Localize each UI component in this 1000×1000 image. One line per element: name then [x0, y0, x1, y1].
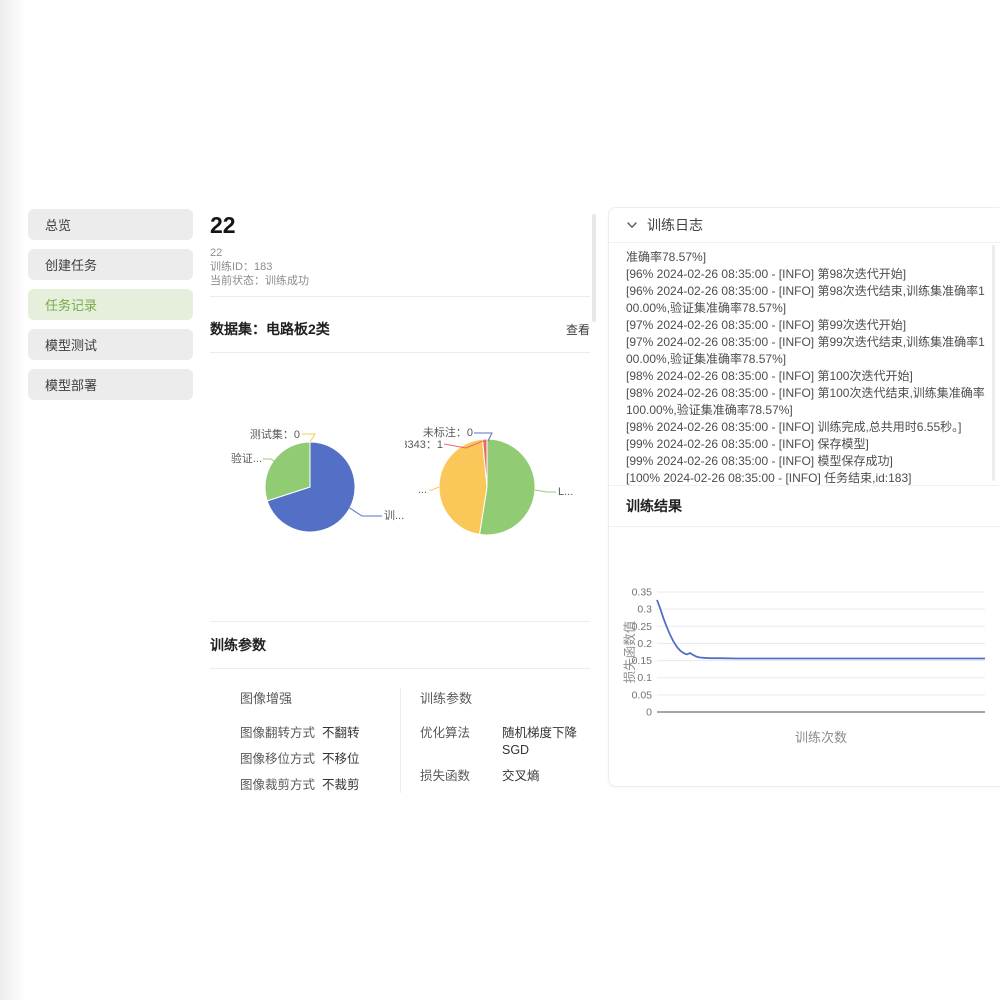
param-group-title-0: 图像增强: [240, 691, 293, 706]
task-title: 22: [210, 212, 236, 238]
pie-slice-...: [438, 438, 488, 535]
sidebar-item-2[interactable]: 任务记录: [28, 289, 193, 320]
log-line-3: [97% 2024-02-26 08:35:00 - [INFO] 第99次迭代…: [626, 318, 907, 332]
pie-label-line: [534, 489, 556, 493]
log-line-10: [100% 2024-02-26 08:35:00 - [INFO] 任务结束,…: [626, 471, 912, 485]
view-dataset-link[interactable]: 查看: [565, 322, 590, 337]
pie-label: 未标注：0: [423, 425, 473, 439]
dataset-section-header: 数据集：电路板2类 查看: [210, 306, 590, 353]
task-meta-line-2: 当前状态：训练成功: [210, 275, 309, 287]
pie-slice-训练集: [266, 441, 356, 533]
training-results-title: 训练结果: [626, 498, 682, 514]
params-column-divider: [400, 688, 401, 793]
sidebar: 总览创建任务任务记录模型测试模型部署: [28, 209, 193, 409]
y-tick-label: 0.15: [632, 655, 653, 667]
log-line-0: 准确率78.57%]: [626, 250, 707, 264]
pie-label-line: [344, 504, 382, 517]
params-section-header: 训练参数: [210, 621, 590, 669]
pie-label: 测试集：0: [250, 427, 300, 441]
param-label: 图像裁剪方式: [240, 778, 316, 792]
pie-label: 3343：1: [405, 439, 443, 451]
param-row: 图像翻转方式 不翻转: [240, 725, 390, 742]
pie-label: 验证...: [231, 451, 262, 465]
pie-slice-3343: [481, 438, 488, 488]
x-axis-title: 训练次数: [795, 730, 847, 745]
task-meta: 22 训练ID：183 当前状态：训练成功: [210, 246, 309, 288]
y-tick-label: 0.2: [637, 638, 652, 650]
pie-label-line: [429, 486, 440, 491]
pie-label: ...: [418, 484, 427, 496]
param-value: 随机梯度下降SGD: [502, 726, 578, 757]
log-line-5: [98% 2024-02-26 08:35:00 - [INFO] 第100次迭…: [626, 369, 913, 383]
log-line-8: [99% 2024-02-26 08:35:00 - [INFO] 保存模型]: [626, 437, 869, 451]
log-line-6: [98% 2024-02-26 08:35:00 - [INFO] 第100次迭…: [626, 386, 985, 417]
training-params-column: 训练参数优化算法 随机梯度下降SGD 损失函数 交叉熵: [420, 688, 590, 794]
param-label: 损失函数: [420, 769, 471, 783]
params-title: 训练参数: [210, 637, 266, 653]
left-gradient: [0, 0, 26, 1000]
y-tick-label: 0.3: [637, 604, 652, 616]
pie-label: 训...: [384, 509, 404, 522]
param-value: 不裁剪: [322, 778, 360, 792]
training-log-header[interactable]: 训练日志: [609, 208, 1000, 243]
param-value: 不翻转: [322, 726, 360, 740]
log-line-4: [97% 2024-02-26 08:35:00 - [INFO] 第99次迭代…: [626, 335, 985, 366]
left-column-scrollbar[interactable]: [592, 214, 596, 322]
chevron-down-icon: [626, 219, 638, 231]
param-row: 损失函数 交叉熵: [420, 768, 590, 785]
log-line-9: [99% 2024-02-26 08:35:00 - [INFO] 模型保存成功…: [626, 454, 893, 468]
pie-slice-L...: [478, 438, 536, 536]
y-tick-label: 0: [646, 707, 652, 719]
training-results-header: 训练结果: [609, 486, 1000, 527]
sidebar-item-3[interactable]: 模型测试: [28, 329, 193, 360]
param-label: 图像移位方式: [240, 752, 316, 766]
y-axis-title: 损失函数值: [623, 621, 637, 684]
divider: [210, 296, 590, 297]
param-value: 不移位: [322, 752, 360, 766]
pie-label-line: [302, 433, 316, 443]
param-row: 优化算法 随机梯度下降SGD: [420, 725, 590, 759]
pie-label: L...: [558, 486, 573, 498]
log-line-2: [96% 2024-02-26 08:35:00 - [INFO] 第98次迭代…: [626, 284, 985, 315]
log-line-7: [98% 2024-02-26 08:35:00 - [INFO] 训练完成,总…: [626, 420, 962, 434]
pie-label-line: [263, 458, 281, 466]
dataset-title: 数据集：电路板2类: [210, 321, 330, 337]
loss-line-series: [656, 599, 985, 660]
log-scrollbar[interactable]: [992, 245, 995, 481]
param-label: 图像翻转方式: [240, 726, 316, 740]
pie-label-line: [474, 432, 493, 442]
loss-line-chart: 0 0.05 0.1 0.15 0.2 0.25 0.3 0.35 训练次数 损失函数值: [623, 587, 985, 745]
dataset-split-pie-chart: 训... 验证... 测试集：0: [231, 427, 404, 533]
training-log-body[interactable]: 准确率78.57%] [96% 2024-02-26 08:35:00 - [IN…: [609, 243, 1000, 486]
y-tick-label: 0.1: [637, 672, 652, 684]
sidebar-item-0[interactable]: 总览: [28, 209, 193, 240]
y-tick-label: 0.35: [632, 587, 653, 599]
y-tick-label: 0.05: [632, 689, 653, 701]
param-value: 交叉熵: [502, 769, 540, 783]
param-row: 图像移位方式 不移位: [240, 751, 390, 768]
training-log-title: 训练日志: [647, 217, 703, 233]
y-tick-label: 0.25: [632, 621, 653, 633]
pie-label-line: [443, 440, 484, 449]
sidebar-item-4[interactable]: 模型部署: [28, 369, 193, 400]
param-label: 优化算法: [420, 726, 471, 740]
task-meta-line-1: 训练ID：183: [210, 261, 273, 273]
augmentation-params-column: 图像增强 图像翻转方式 不翻转 图像移位方式 不移位 图像裁剪方式 不裁剪: [240, 688, 390, 803]
task-meta-line-0: 22: [210, 247, 223, 259]
training-detail-card: 训练日志 准确率78.57%] [96% 2024-02-26 08:35:00 …: [608, 207, 1000, 787]
param-group-title-1: 训练参数: [420, 691, 473, 706]
dataset-classes-pie-chart: 未标注：0 L...... 3343：1: [405, 425, 573, 536]
log-line-1: [96% 2024-02-26 08:35:00 - [INFO] 第98次迭代…: [626, 267, 907, 281]
sidebar-item-1[interactable]: 创建任务: [28, 249, 193, 280]
param-row: 图像裁剪方式 不裁剪: [240, 777, 390, 794]
